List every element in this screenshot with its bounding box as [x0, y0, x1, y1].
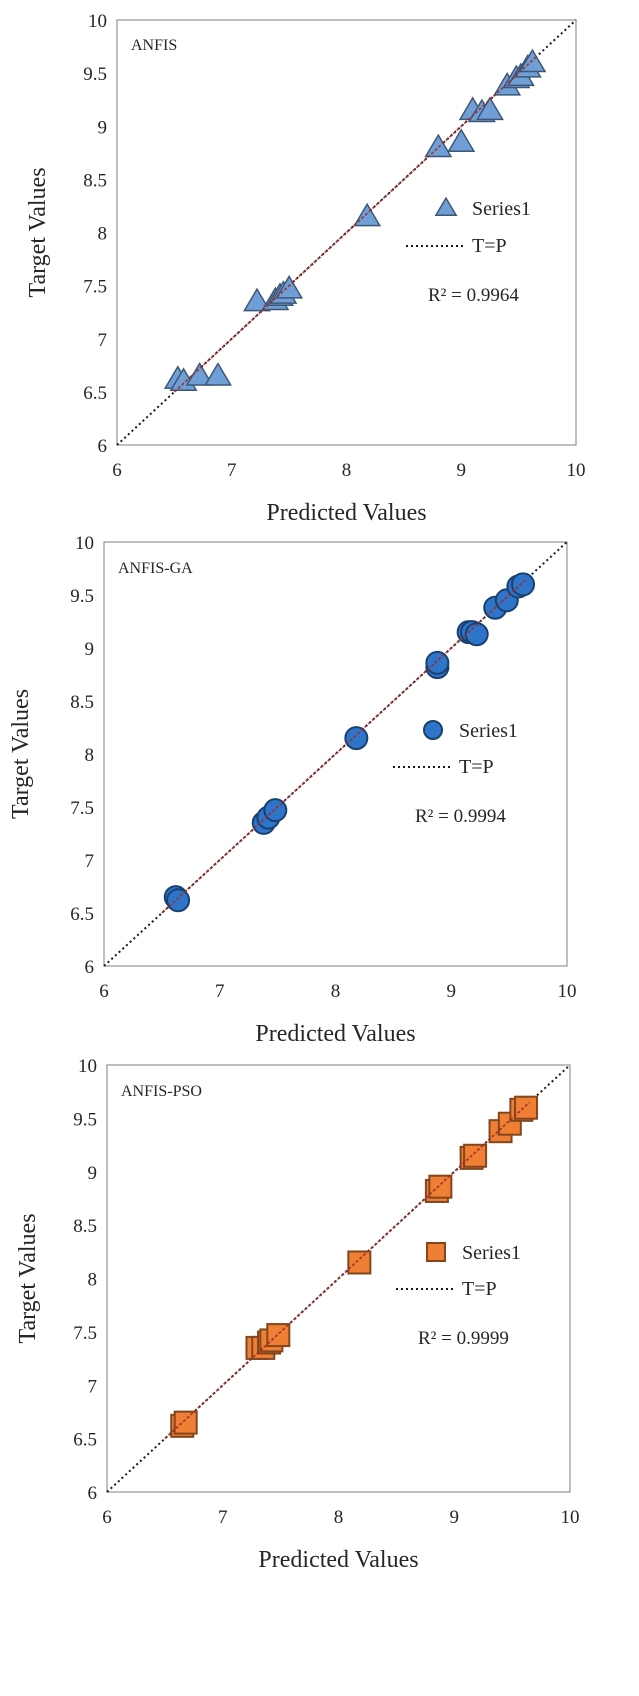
r-squared-label: R² = 0.9994: [415, 806, 506, 827]
y-axis-title: Target Values: [8, 689, 34, 819]
x-tick-label: 10: [558, 981, 577, 1002]
r-squared-label: R² = 0.9964: [428, 285, 519, 306]
y-tick-label: 8: [85, 745, 95, 766]
x-axis-title: Predicted Values: [266, 500, 426, 526]
x-tick-label: 9: [457, 460, 467, 481]
y-tick-label: 6.5: [83, 383, 107, 404]
legend-marker: [434, 196, 458, 216]
y-tick-label: 6: [85, 957, 95, 978]
data-point: [204, 362, 232, 386]
y-tick-label: 8.5: [73, 1216, 97, 1237]
legend-line-label: T=P: [462, 1278, 497, 1300]
x-tick-label: 6: [99, 981, 109, 1002]
data-point: [428, 1174, 453, 1199]
panel-label: ANFIS-PSO: [121, 1083, 202, 1100]
y-tick-label: 7: [98, 330, 108, 351]
y-tick-label: 8: [98, 224, 108, 245]
data-point: [424, 133, 453, 158]
y-tick-label: 6: [98, 436, 108, 457]
data-point: [173, 1410, 198, 1435]
y-axis-title: Target Values: [15, 1213, 41, 1343]
data-point: [511, 572, 536, 597]
y-tick-label: 6.5: [73, 1430, 97, 1451]
x-tick-label: 8: [342, 460, 352, 481]
data-point: [463, 1143, 488, 1168]
data-point: [263, 798, 288, 823]
x-tick-label: 7: [227, 460, 237, 481]
y-tick-label: 9.5: [83, 64, 107, 85]
legend-line-label: T=P: [472, 235, 507, 257]
y-tick-label: 7: [85, 851, 95, 872]
legend-marker: [423, 720, 443, 740]
y-axis-title: Target Values: [25, 167, 51, 297]
data-point: [353, 202, 382, 227]
y-tick-label: 10: [88, 11, 107, 32]
y-tick-label: 7.5: [73, 1323, 97, 1344]
data-point: [425, 650, 450, 675]
y-tick-label: 10: [75, 533, 94, 554]
data-point: [475, 96, 504, 121]
x-tick-label: 9: [447, 981, 457, 1002]
y-tick-label: 9: [88, 1163, 98, 1184]
x-tick-label: 8: [334, 1507, 344, 1528]
panel-label: ANFIS: [131, 37, 177, 54]
legend-line-label: T=P: [459, 756, 494, 778]
y-tick-label: 6: [88, 1483, 98, 1504]
trendline: [173, 56, 537, 393]
y-tick-label: 8.5: [83, 170, 107, 191]
x-axis-title: Predicted Values: [258, 1547, 418, 1573]
data-point: [514, 1095, 539, 1120]
y-tick-label: 6.5: [70, 904, 94, 925]
legend-marker: [426, 1242, 446, 1262]
x-tick-label: 7: [218, 1507, 228, 1528]
data-point: [243, 287, 271, 312]
x-tick-label: 10: [561, 1507, 580, 1528]
y-tick-label: 9: [98, 117, 108, 138]
y-tick-label: 9.5: [70, 586, 94, 607]
y-tick-label: 8.5: [70, 692, 94, 713]
trendline: [164, 1101, 531, 1440]
trendline: [161, 578, 528, 914]
chart-panel-3: 6 6.5 7 7.5 8 8.5 9 9.5 10 6 7 8 9 10 Predicted Values…: [15, 1056, 580, 1573]
x-tick-label: 6: [102, 1507, 112, 1528]
r-squared-label: R² = 0.9999: [418, 1328, 509, 1349]
y-tick-label: 7.5: [70, 798, 94, 819]
y-tick-label: 7: [88, 1376, 98, 1397]
y-tick-label: 9: [85, 639, 95, 660]
data-point: [266, 1323, 291, 1348]
x-axis-title: Predicted Values: [255, 1021, 415, 1047]
legend-series-label: Series1: [462, 1242, 521, 1264]
y-tick-label: 9.5: [73, 1109, 97, 1130]
data-point: [464, 622, 489, 647]
y-tick-label: 10: [78, 1056, 97, 1077]
data-point: [347, 1250, 372, 1275]
x-tick-label: 7: [215, 981, 225, 1002]
data-point: [166, 888, 191, 913]
x-tick-label: 9: [450, 1507, 460, 1528]
panel-label: ANFIS-GA: [118, 560, 193, 577]
data-point: [447, 128, 476, 152]
x-tick-label: 6: [112, 460, 122, 481]
legend-series-label: Series1: [459, 720, 518, 742]
y-tick-label: 7.5: [83, 277, 107, 298]
data-point: [344, 726, 369, 751]
x-tick-label: 8: [331, 981, 341, 1002]
chart-panel-2: 6 6.5 7 7.5 8 8.5 9 9.5 10 6 7 8 9 10 Predicted Values…: [8, 533, 577, 1047]
legend-series-label: Series1: [472, 198, 531, 220]
chart-panel-1: 6 6.5 7 7.5 8 8.5 9 9.5 10 6 7 8 9 10 Predicted Values…: [25, 11, 586, 526]
x-tick-label: 10: [567, 460, 586, 481]
y-tick-label: 8: [88, 1270, 98, 1291]
